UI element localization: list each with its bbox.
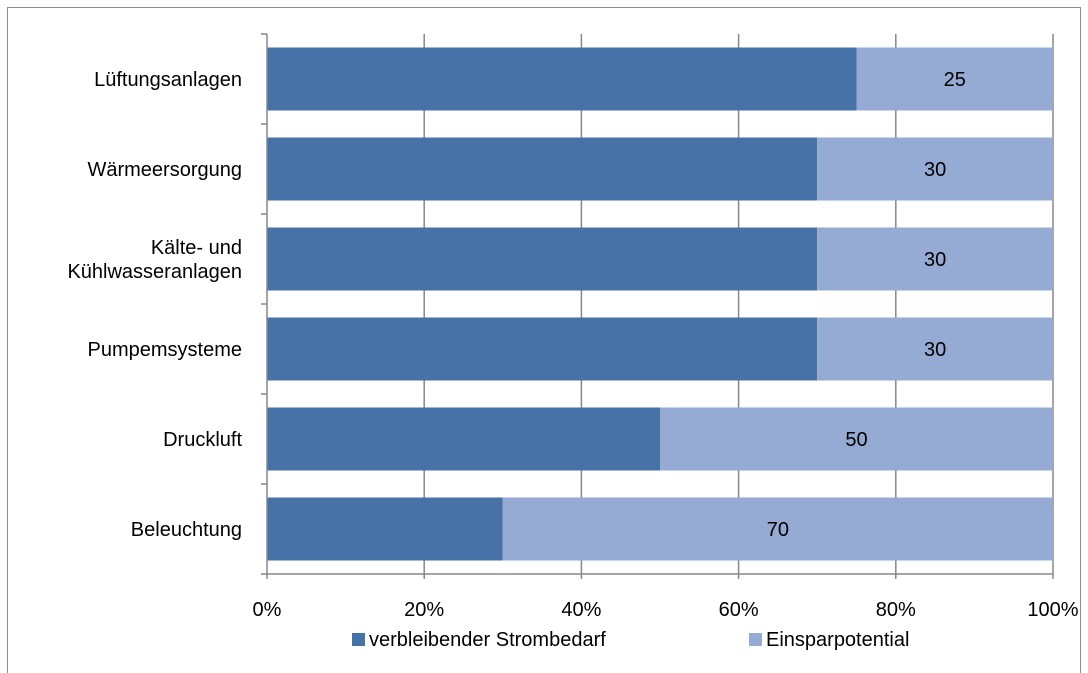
label-layer: 0% 20% 40% 60% 80% 100% 25 Lüftungsanlagen 30 Wär… xyxy=(67,69,1078,621)
legend-label: Einsparpotential xyxy=(766,629,909,651)
bar-segment xyxy=(817,317,1053,381)
legend-swatch xyxy=(749,633,762,646)
bar-segment xyxy=(267,227,818,291)
bar-segment xyxy=(660,407,1053,471)
category-label: Kühlwasseranlagen xyxy=(67,261,242,283)
bar-segment xyxy=(856,47,1053,111)
x-tick-label: 20% xyxy=(404,599,444,621)
bar-segment xyxy=(267,407,660,471)
data-label: 30 xyxy=(924,339,946,361)
bar-segment xyxy=(817,227,1053,291)
data-label: 50 xyxy=(845,429,867,451)
bar-segment xyxy=(267,317,818,381)
legend: verbleibender Strombedarf Einsparpotentia… xyxy=(352,629,909,651)
category-label: Druckluft xyxy=(163,429,242,451)
bar-segment xyxy=(267,47,857,111)
axis-layer xyxy=(261,33,1054,579)
x-tick-label: 60% xyxy=(719,599,759,621)
grid-layer xyxy=(423,34,1054,574)
x-tick-label: 40% xyxy=(561,599,601,621)
category-label: Lüftungsanlagen xyxy=(94,69,242,91)
bar-segment xyxy=(817,137,1053,201)
x-tick-label: 100% xyxy=(1027,599,1078,621)
data-label: 30 xyxy=(924,249,946,271)
category-label: Pumpemsysteme xyxy=(88,339,243,361)
legend-swatch xyxy=(352,633,365,646)
data-label: 70 xyxy=(767,519,789,541)
x-tick-label: 80% xyxy=(876,599,916,621)
category-label: Beleuchtung xyxy=(131,519,242,541)
x-tick-label: 0% xyxy=(253,599,282,621)
data-label: 25 xyxy=(944,69,966,91)
legend-label: verbleibender Strombedarf xyxy=(369,629,606,651)
category-label: Kälte- und xyxy=(151,237,242,259)
data-label: 30 xyxy=(924,159,946,181)
bar-segment xyxy=(267,137,818,201)
bar-layer xyxy=(267,47,1053,561)
category-label: Wärmeersorgung xyxy=(87,159,242,181)
bar-segment xyxy=(267,497,503,561)
bar-segment xyxy=(502,497,1053,561)
